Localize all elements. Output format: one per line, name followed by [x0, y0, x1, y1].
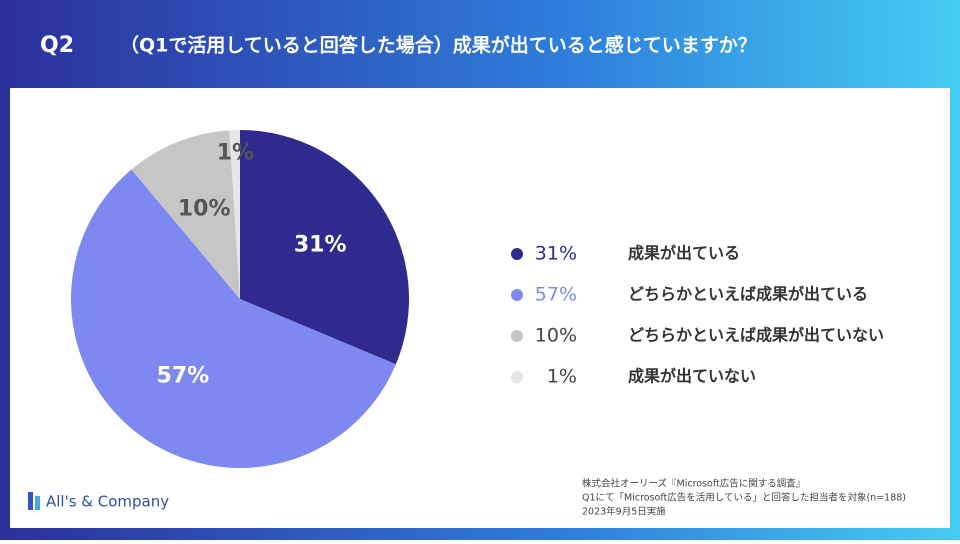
- legend-dot: [511, 371, 523, 383]
- legend-value: 57%: [535, 284, 577, 306]
- question-text: （Q1で活用していると回答した場合）成果が出ていると感じていますか？: [120, 34, 757, 57]
- legend-label: どちらかといえば成果が出ている: [628, 285, 868, 304]
- pie-slice: [70, 169, 396, 468]
- data-label: 57%: [157, 364, 210, 389]
- legend-value: 10%: [535, 325, 577, 347]
- legend-value: 1%: [547, 366, 577, 388]
- logo-text: All's & Company: [46, 493, 169, 511]
- footnote-line: Q1にて「Microsoft広告を活用している」と回答した担当者を対象(n=18…: [582, 492, 906, 504]
- legend-label: 成果が出ていない: [628, 367, 756, 386]
- data-label: 1%: [217, 141, 254, 166]
- logo: All's & Company: [28, 492, 169, 511]
- footnote: 株式会社オーリーズ『Microsoft広告に関する調査』 Q1にて「Micros…: [582, 478, 906, 518]
- legend-dot: [511, 330, 523, 342]
- pie-slice: [229, 130, 240, 299]
- pie-slice: [131, 130, 240, 299]
- data-label: 31%: [294, 233, 347, 258]
- legend-dot: [511, 248, 523, 260]
- question-number: Q2: [40, 33, 74, 58]
- legend-label: 成果が出ている: [628, 244, 740, 263]
- logo-mark: [28, 492, 33, 510]
- footnote-line: 2023年9月5日実施: [582, 506, 666, 518]
- legend-value: 31%: [535, 243, 577, 265]
- legend-dot: [511, 289, 523, 301]
- legend-label: どちらかといえば成果が出ていない: [628, 326, 884, 345]
- pie-slice: [240, 130, 409, 365]
- logo-mark: [35, 496, 40, 510]
- footnote-line: 株式会社オーリーズ『Microsoft広告に関する調査』: [582, 478, 805, 490]
- data-label: 10%: [178, 197, 231, 222]
